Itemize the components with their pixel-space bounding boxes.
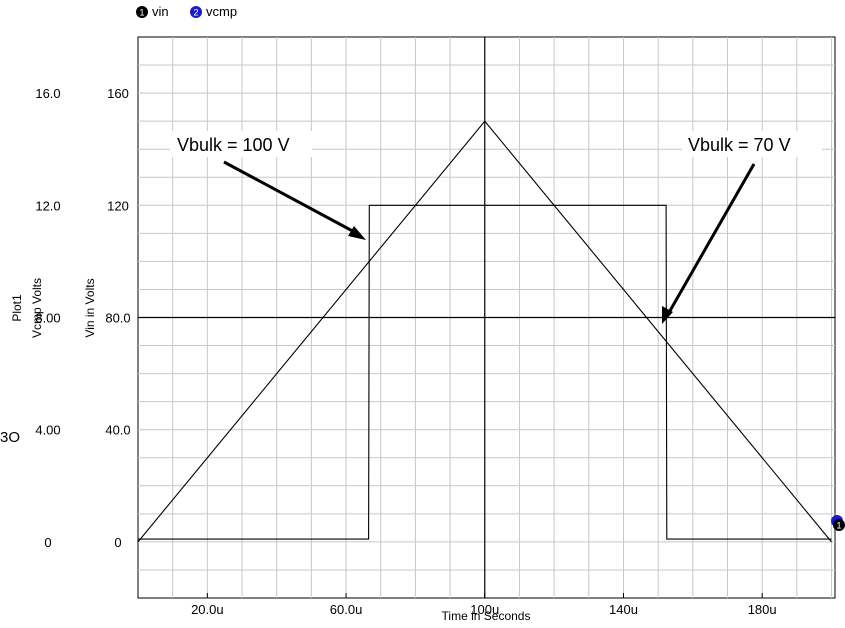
y-tick-label-vcmp: 4.00 xyxy=(35,423,60,438)
annotation-vbulk-70-text: Vbulk = 70 V xyxy=(688,135,791,155)
annotation-vbulk-70-box xyxy=(682,131,822,157)
annotation-vbulk-70-arrowhead xyxy=(662,306,673,324)
x-tick-labels: 20.0u 60.0u 100u 140u 180u xyxy=(191,593,777,617)
y-tick-label-vin: 40.0 xyxy=(105,423,130,438)
legend-marker-vcmp-num: 2 xyxy=(193,8,198,18)
annotation-vbulk-100-arrow xyxy=(223,160,361,237)
series-line-vin xyxy=(137,120,832,543)
x-tick-label: 180u xyxy=(748,602,777,617)
end-marker-vin-num: 1 xyxy=(836,521,841,531)
plot-name-label: Plot1 xyxy=(10,294,24,322)
y-tick-labels-vin: 0 40.0 80.0 120 160 xyxy=(105,86,130,550)
x-tick-label: 20.0u xyxy=(191,602,224,617)
y-tick-label-vin: 120 xyxy=(107,198,129,213)
annotation-vbulk-70-arrow xyxy=(665,163,756,317)
y-tick-labels-vcmp: 0 4.00 8.00 12.0 16.0 xyxy=(35,86,60,550)
y-axis-label-vin: Vin in Volts xyxy=(83,278,97,337)
legend: 1 vin 2 vcmp xyxy=(136,4,237,19)
series-group xyxy=(137,120,832,543)
y-tick-label-vin: 0 xyxy=(114,535,121,550)
y-tick-label-vcmp: 12.0 xyxy=(35,198,60,213)
legend-label-vcmp: vcmp xyxy=(206,4,237,19)
axes-main-lines xyxy=(138,37,835,598)
legend-marker-vcmp xyxy=(190,6,202,18)
y-tick-label-vcmp: 16.0 xyxy=(35,86,60,101)
stray-text: 3O xyxy=(0,429,20,446)
legend-marker-vin-num: 1 xyxy=(139,8,144,18)
legend-marker-vin xyxy=(136,6,148,18)
y-tick-label-vin: 80.0 xyxy=(105,311,130,326)
y-tick-label-vin: 160 xyxy=(107,86,129,101)
annotation-vbulk-70: Vbulk = 70 V xyxy=(662,131,822,324)
legend-label-vin: vin xyxy=(152,4,169,19)
x-axis-label: Time in Seconds xyxy=(442,609,531,623)
series-line-vcmp xyxy=(138,204,832,540)
y-tick-label-vcmp: 0 xyxy=(44,535,51,550)
annotation-vbulk-100-text: Vbulk = 100 V xyxy=(177,135,290,155)
annotation-vbulk-100: Vbulk = 100 V xyxy=(170,131,366,240)
annotation-vbulk-100-arrowhead xyxy=(348,226,366,240)
y-axis-label-vcmp: Vcmp Volts xyxy=(30,278,44,338)
end-marker-vin xyxy=(833,519,845,531)
x-tick-label: 100u xyxy=(470,602,499,617)
y-tick-label-vcmp: 8.00 xyxy=(35,311,60,326)
x-tick-label: 140u xyxy=(609,602,638,617)
x-tick-label: 60.0u xyxy=(330,602,363,617)
annotation-vbulk-100-box xyxy=(170,131,312,157)
